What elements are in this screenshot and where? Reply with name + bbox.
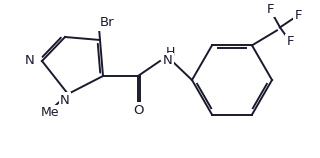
- Text: O: O: [133, 103, 143, 116]
- Text: H: H: [165, 46, 175, 60]
- Text: F: F: [266, 3, 274, 16]
- Text: Br: Br: [100, 16, 114, 30]
- Text: N: N: [163, 55, 173, 67]
- Text: N: N: [60, 94, 70, 106]
- Text: N: N: [25, 55, 35, 67]
- Text: Me: Me: [41, 106, 59, 119]
- Text: F: F: [294, 9, 302, 22]
- Text: F: F: [286, 35, 294, 48]
